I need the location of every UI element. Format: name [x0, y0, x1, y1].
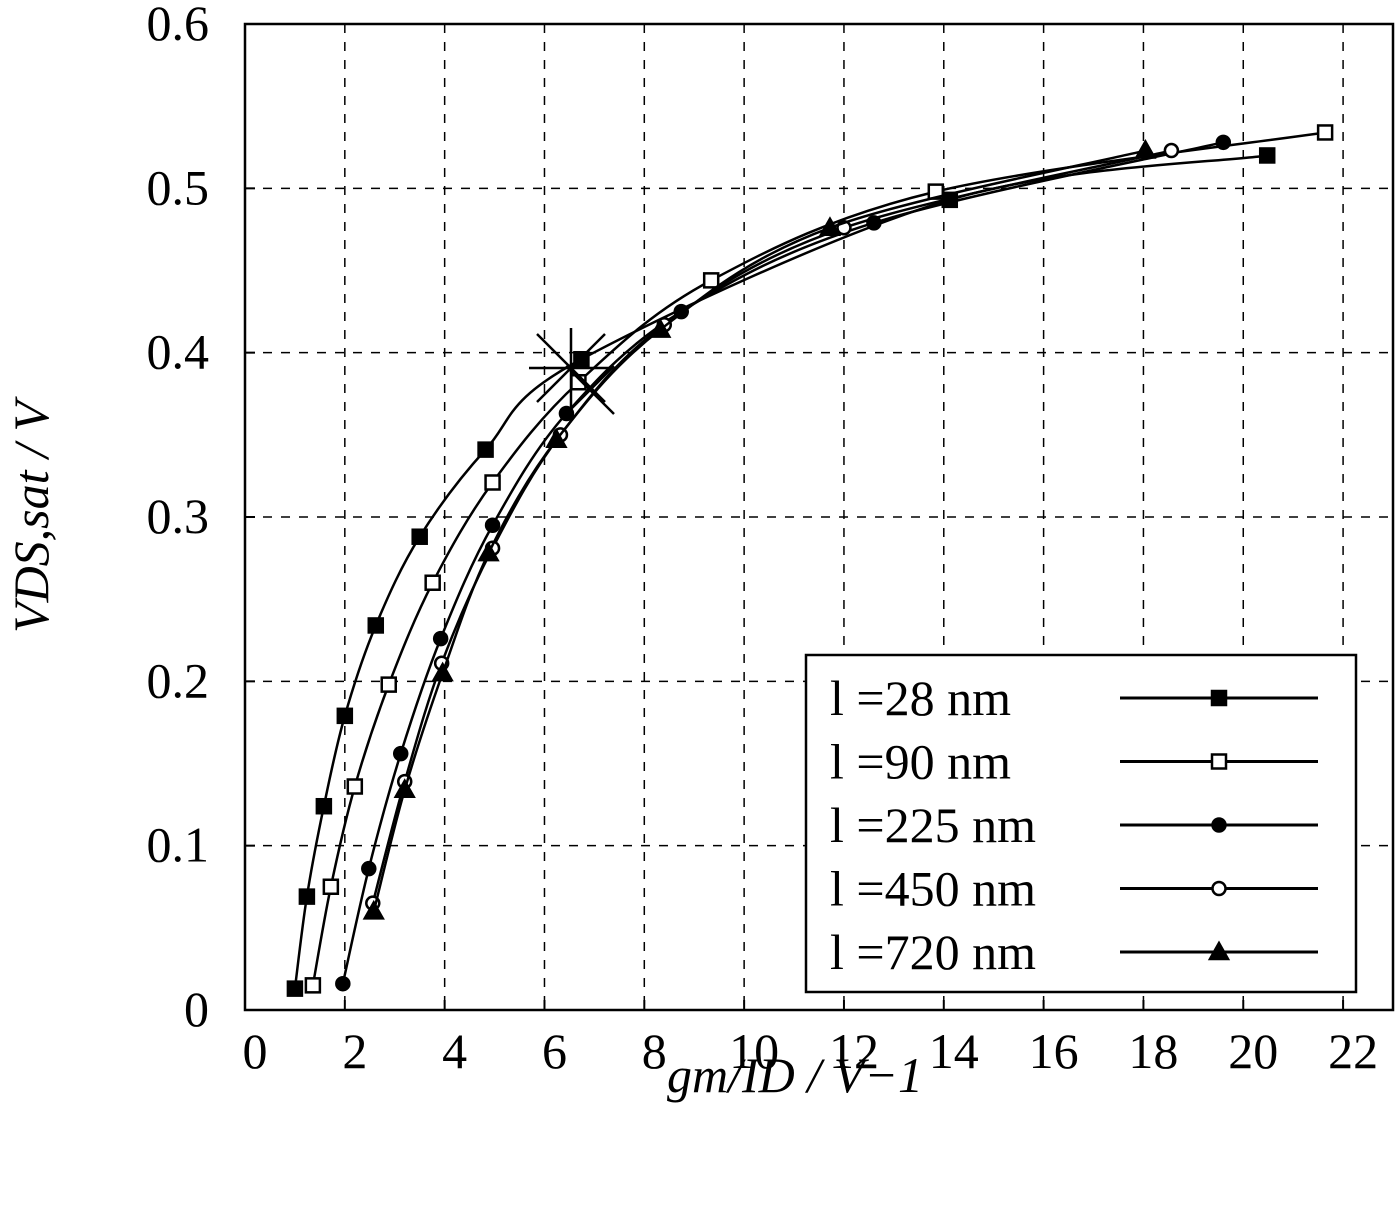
- marker: [411, 528, 428, 545]
- x-tick-label: 0: [243, 1023, 268, 1079]
- plot-frame: [243, 22, 1395, 1012]
- marker: [545, 428, 568, 449]
- marker: [298, 888, 316, 905]
- legend-label: l =450 nm: [830, 861, 1036, 917]
- x-tick-label: 12: [829, 1023, 879, 1079]
- marker: [1258, 147, 1276, 164]
- y-tick-label: 0.1: [147, 817, 210, 873]
- y-tick-label: 0: [184, 981, 209, 1037]
- marker: [322, 878, 340, 895]
- x-tick-label: 6: [542, 1023, 567, 1079]
- marker: [1134, 138, 1157, 159]
- marker: [286, 980, 304, 997]
- legend-marker: [1211, 880, 1227, 897]
- marker: [361, 860, 377, 877]
- y-tick-label: 0.2: [147, 652, 210, 708]
- legend-label: l =28 nm: [830, 670, 1011, 726]
- marker: [818, 216, 842, 237]
- x-tick-label: 14: [929, 1023, 979, 1079]
- legend-label: l =720 nm: [830, 924, 1036, 980]
- legend-marker: [1207, 940, 1231, 961]
- x-axis-label: gm/ID / V−1: [667, 1047, 923, 1103]
- marker: [336, 707, 354, 725]
- legend-marker: [1210, 753, 1228, 770]
- y-tick-label: 0.5: [147, 159, 210, 215]
- marker: [367, 617, 385, 634]
- x-tick-label: 18: [1128, 1023, 1178, 1079]
- y-tick-label: 0.3: [147, 488, 210, 544]
- marker: [335, 975, 351, 992]
- marker: [392, 745, 409, 762]
- y-tick-label: 0.6: [147, 0, 210, 51]
- y-tick-label: 0.4: [147, 324, 210, 380]
- x-tick-label: 4: [442, 1023, 467, 1079]
- marker: [1163, 142, 1180, 159]
- marker: [432, 630, 449, 647]
- x-tick-label: 10: [729, 1023, 779, 1079]
- x-tick-label: 16: [1029, 1023, 1079, 1079]
- marker: [362, 899, 385, 920]
- marker: [649, 318, 672, 338]
- marker: [393, 778, 416, 799]
- x-tick-label: 20: [1228, 1023, 1278, 1079]
- marker: [477, 441, 494, 458]
- plot: [286, 124, 1334, 997]
- marker: [484, 474, 501, 491]
- marker: [346, 778, 364, 795]
- x-tick-label: 2: [342, 1023, 367, 1079]
- marker: [424, 574, 441, 591]
- legend-label: l =225 nm: [830, 797, 1036, 853]
- legend-marker: [1210, 689, 1228, 707]
- marker: [304, 977, 322, 994]
- marker: [477, 541, 500, 562]
- marker: [315, 797, 333, 815]
- legend-label: l =90 nm: [830, 734, 1011, 790]
- marker: [484, 517, 501, 533]
- legend-marker: [1211, 817, 1227, 833]
- legend: l =28 nm l =90 nm l =225 nm l =450 nm l =720…: [804, 653, 1358, 994]
- marker: [1316, 124, 1334, 141]
- marker: [380, 676, 397, 693]
- y-axis-label: VDS,sat / V: [3, 396, 59, 633]
- series-line: [293, 154, 1268, 989]
- marker: [702, 272, 720, 289]
- x-tick-label: 8: [642, 1023, 667, 1079]
- annotation-star: [529, 328, 615, 415]
- x-tick-label: 22: [1328, 1023, 1378, 1079]
- marker: [431, 661, 454, 682]
- marker: [1215, 134, 1232, 151]
